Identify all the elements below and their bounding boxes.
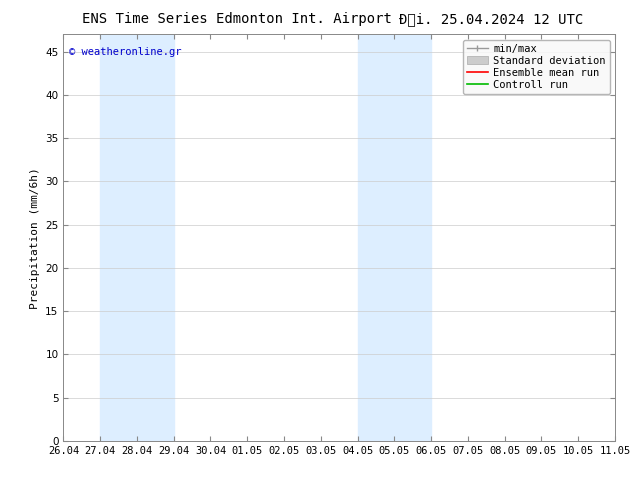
Bar bbox=[100, 34, 174, 441]
Text: ENS Time Series Edmonton Int. Airport: ENS Time Series Edmonton Int. Airport bbox=[82, 12, 392, 26]
Y-axis label: Precipitation (mm/6h): Precipitation (mm/6h) bbox=[30, 167, 40, 309]
Text: © weatheronline.gr: © weatheronline.gr bbox=[69, 47, 181, 56]
Bar bbox=[358, 34, 431, 441]
Text: Đải. 25.04.2024 12 UTC: Đải. 25.04.2024 12 UTC bbox=[399, 12, 584, 26]
Legend: min/max, Standard deviation, Ensemble mean run, Controll run: min/max, Standard deviation, Ensemble me… bbox=[463, 40, 610, 94]
